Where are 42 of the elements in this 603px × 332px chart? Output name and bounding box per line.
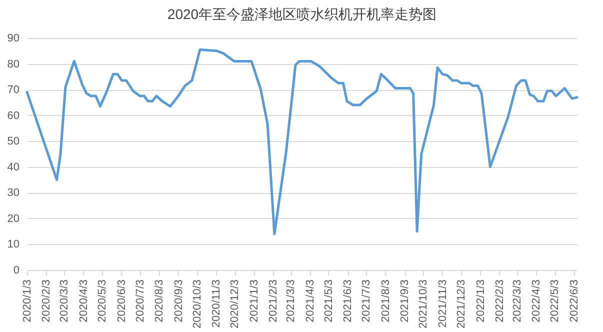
x-tick-label: 2020/2/3 [40, 280, 53, 322]
y-tick-label: 30 [7, 187, 20, 200]
x-tick-label: 2021/5/3 [322, 280, 335, 322]
x-tick-label: 2020/9/3 [172, 280, 185, 322]
x-tick-label: 2020/8/3 [154, 280, 166, 322]
x-tick-label: 2020/1/3 [22, 280, 34, 322]
x-tick-label: 2021/1/3 [248, 280, 260, 322]
x-tick-label: 2020/5/3 [96, 280, 109, 322]
line-series [26, 48, 578, 236]
x-tick-label: 2021/4/3 [304, 280, 316, 322]
chart-title: 2020年至今盛泽地区喷水织机开机率走势图 [167, 6, 437, 22]
x-tick-label: 2021/7/3 [360, 280, 373, 322]
x-tick-label: 2021/6/3 [342, 280, 354, 322]
x-tick-label: 2021/2/3 [268, 280, 280, 322]
y-tick-label: 20 [7, 212, 20, 225]
y-tick-label: 50 [7, 136, 20, 148]
x-tick-label: 2021/9/3 [399, 280, 412, 322]
x-tick-label: 2022/2/3 [494, 280, 506, 322]
x-tick-label: 2021/8/3 [380, 280, 392, 322]
x-tick-label: 2020/6/3 [116, 280, 128, 322]
x-tick-label: 2022/5/3 [549, 280, 562, 322]
x-tick-label: 2020/4/3 [78, 280, 90, 322]
x-tick-label: 2022/4/3 [530, 280, 543, 322]
x-tick-label: 2020/3/3 [58, 280, 71, 322]
y-tick-label: 80 [7, 58, 20, 70]
y-tick-label: 70 [7, 84, 20, 96]
x-tick-label: 2021/3/3 [285, 280, 298, 322]
x-tick-label: 2021/10/3 [418, 280, 430, 328]
x-tick-label: 2020/11/3 [210, 280, 223, 328]
x-tick-label: 2020/7/3 [134, 280, 146, 322]
x-tick-label: 2020/10/3 [191, 280, 204, 328]
x-tick-label: 2022/3/3 [511, 280, 524, 322]
y-tick-label: 40 [7, 161, 20, 174]
x-tick-label: 2021/12/3 [456, 280, 468, 328]
y-tick-label: 10 [7, 238, 20, 251]
y-tick-label: 0 [13, 264, 20, 276]
x-tick-label: 2022/1/3 [474, 280, 487, 322]
y-tick-label: 60 [7, 110, 20, 122]
y-tick-label: 90 [7, 32, 20, 44]
x-tick-label: 2020/12/3 [229, 280, 242, 328]
x-tick-label: 2022/6/3 [568, 280, 580, 322]
x-tick-label: 2021/11/3 [436, 280, 449, 328]
